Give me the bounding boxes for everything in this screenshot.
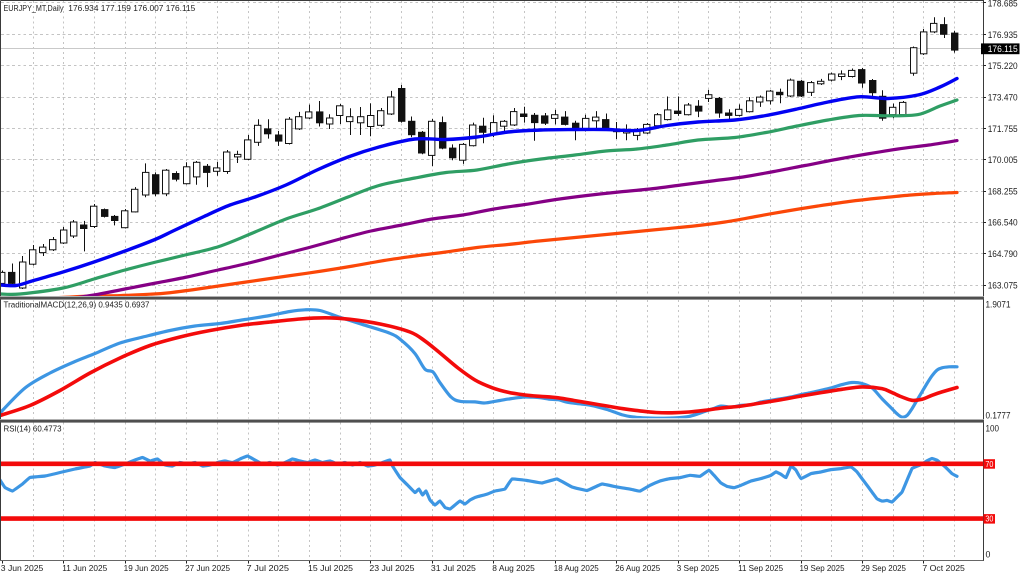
svg-text:176.115: 176.115 — [988, 44, 1018, 54]
svg-text:15 Jul 2025: 15 Jul 2025 — [308, 563, 353, 573]
svg-text:176.935: 176.935 — [988, 30, 1018, 40]
svg-text:30: 30 — [985, 515, 993, 524]
svg-text:23 Jul 2025: 23 Jul 2025 — [369, 563, 414, 573]
svg-text:1.9071: 1.9071 — [986, 300, 1011, 310]
svg-text:176.934 177.159 176.007 176.11: 176.934 177.159 176.007 176.115 — [68, 3, 195, 13]
svg-text:8 Aug 2025: 8 Aug 2025 — [492, 563, 535, 573]
svg-text:11 Sep 2025: 11 Sep 2025 — [738, 563, 783, 573]
svg-text:11 Jun 2025: 11 Jun 2025 — [62, 563, 107, 573]
svg-text:3 Jun 2025: 3 Jun 2025 — [1, 563, 44, 573]
svg-text:27 Jun 2025: 27 Jun 2025 — [185, 563, 230, 573]
svg-text:0: 0 — [986, 550, 991, 560]
svg-text:19 Sep 2025: 19 Sep 2025 — [800, 563, 845, 573]
svg-text:168.255: 168.255 — [988, 186, 1018, 196]
svg-text:163.075: 163.075 — [988, 280, 1018, 290]
svg-text:170.005: 170.005 — [988, 155, 1018, 165]
svg-text:31 Jul 2025: 31 Jul 2025 — [431, 563, 476, 573]
svg-text:164.790: 164.790 — [988, 249, 1018, 259]
svg-text:RSI(14) 60.4773: RSI(14) 60.4773 — [4, 423, 62, 433]
svg-text:29 Sep 2025: 29 Sep 2025 — [861, 563, 906, 573]
svg-text:173.470: 173.470 — [988, 93, 1018, 103]
svg-text:166.540: 166.540 — [988, 218, 1018, 228]
svg-text:171.755: 171.755 — [988, 124, 1018, 134]
svg-text:178.685: 178.685 — [988, 0, 1018, 9]
svg-text:18 Aug 2025: 18 Aug 2025 — [554, 563, 599, 573]
svg-text:70: 70 — [985, 460, 993, 469]
svg-text:0.1777: 0.1777 — [986, 411, 1011, 421]
svg-text:175.220: 175.220 — [988, 61, 1018, 71]
svg-text:19 Jun 2025: 19 Jun 2025 — [124, 563, 169, 573]
svg-text:7 Jul 2025: 7 Jul 2025 — [247, 563, 290, 573]
svg-text:EURJPY_MT,Daily: EURJPY_MT,Daily — [4, 3, 65, 13]
svg-text:TraditionalMACD(12,26,9) 0.943: TraditionalMACD(12,26,9) 0.9435 0.6937 — [4, 300, 150, 310]
svg-text:7 Oct 2025: 7 Oct 2025 — [922, 563, 965, 573]
svg-text:100: 100 — [986, 423, 1000, 433]
svg-text:26 Aug 2025: 26 Aug 2025 — [615, 563, 660, 573]
svg-text:3 Sep 2025: 3 Sep 2025 — [677, 563, 720, 573]
